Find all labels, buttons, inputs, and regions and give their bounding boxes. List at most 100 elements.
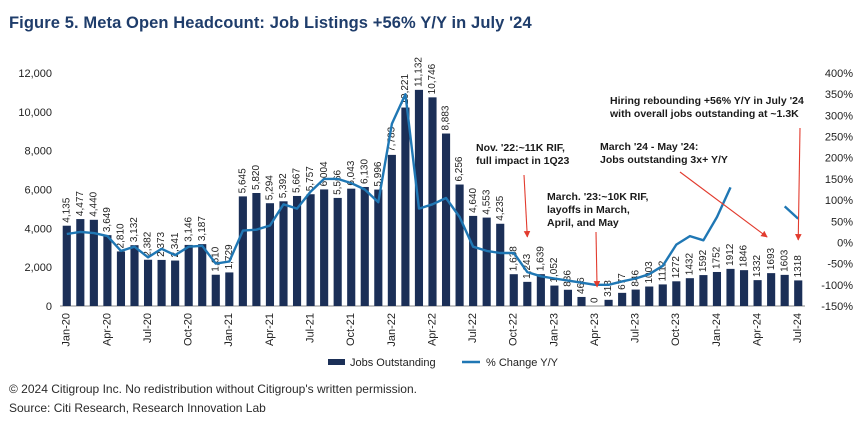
bar-data-label: 5,645 bbox=[238, 168, 249, 193]
bar bbox=[76, 219, 85, 306]
legend: Jobs Outstanding % Change Y/Y bbox=[328, 357, 559, 369]
bar-data-label: 4,135 bbox=[61, 197, 72, 222]
annotation-text: Nov. '22:~11K RIF, bbox=[476, 142, 565, 154]
x-tick: Apr-23 bbox=[589, 313, 601, 346]
x-tick: Jul-23 bbox=[630, 313, 642, 343]
copyright-note: © 2024 Citigroup Inc. No redistribution … bbox=[9, 382, 417, 396]
bar bbox=[211, 274, 220, 306]
bar bbox=[333, 197, 342, 306]
bar bbox=[157, 259, 166, 306]
bar bbox=[279, 201, 288, 306]
bar-data-label: 5,757 bbox=[305, 166, 316, 191]
bar-data-label: 1752 bbox=[712, 246, 723, 269]
bar bbox=[794, 280, 803, 306]
bar-data-label: 4,640 bbox=[468, 187, 479, 212]
bar bbox=[685, 278, 694, 306]
bar bbox=[252, 192, 261, 306]
bar bbox=[618, 292, 627, 306]
bar-data-label: 2,341 bbox=[170, 232, 181, 257]
x-tick: Apr-24 bbox=[751, 313, 763, 346]
y-right-tick: 250% bbox=[825, 132, 853, 144]
bar bbox=[360, 186, 369, 306]
x-tick: Apr-21 bbox=[264, 313, 276, 346]
bar-data-label: 1,610 bbox=[210, 246, 221, 271]
bar-data-label: 6,004 bbox=[319, 161, 330, 186]
bar bbox=[306, 194, 315, 306]
y-right-tick: 150% bbox=[825, 174, 853, 186]
x-tick: Apr-22 bbox=[426, 313, 438, 346]
legend-line-label: % Change Y/Y bbox=[486, 357, 559, 369]
bar bbox=[604, 299, 613, 306]
y-right-tick: 100% bbox=[825, 195, 853, 207]
bar bbox=[171, 260, 180, 306]
bar bbox=[509, 274, 518, 306]
bar bbox=[143, 259, 153, 306]
annotation-text: Jobs outstanding 3x+ Y/Y bbox=[600, 154, 728, 166]
bar-data-label: 4,440 bbox=[89, 191, 100, 216]
bar-data-label: 6,043 bbox=[346, 160, 357, 185]
annotation-text: March '24 - May '24: bbox=[600, 141, 698, 153]
bar-data-label: 7,783 bbox=[387, 126, 398, 151]
x-tick: Jul-21 bbox=[304, 313, 316, 343]
bar bbox=[455, 184, 464, 306]
bar-data-label: 836 bbox=[563, 270, 574, 287]
bar-data-label: 5,392 bbox=[278, 173, 289, 198]
bar-data-label: 1003 bbox=[644, 261, 655, 284]
bar-data-label: 3,146 bbox=[183, 216, 194, 241]
bar bbox=[672, 281, 681, 306]
y-right-tick: 350% bbox=[825, 89, 853, 101]
bar bbox=[631, 289, 640, 306]
bar-data-label: 1432 bbox=[685, 253, 696, 276]
bar bbox=[428, 97, 437, 306]
annotation-text: March. '23:~10K RIF, bbox=[547, 191, 648, 203]
bar-data-label: 6,256 bbox=[454, 156, 465, 181]
y-left-tick: 8,000 bbox=[24, 146, 52, 158]
bar bbox=[469, 215, 478, 306]
x-tick: Jul-24 bbox=[792, 313, 804, 343]
bar-data-label: 1592 bbox=[698, 249, 709, 272]
bar-data-label: 0 bbox=[590, 297, 601, 303]
source-note: Source: Citi Research, Research Innovati… bbox=[9, 401, 266, 415]
bar bbox=[536, 274, 545, 306]
x-tick: Jan-22 bbox=[386, 313, 398, 347]
bar bbox=[130, 245, 139, 306]
bar bbox=[198, 244, 207, 306]
y-left-tick: 4,000 bbox=[24, 223, 52, 235]
y-right-tick: -100% bbox=[821, 280, 853, 292]
bar-data-label: 5,996 bbox=[373, 161, 384, 186]
bar bbox=[374, 189, 383, 306]
x-tick: Oct-22 bbox=[508, 313, 520, 346]
bar-data-label: 1,729 bbox=[224, 244, 235, 269]
bar-data-label: 1,052 bbox=[549, 257, 560, 282]
bar-data-label: 5,667 bbox=[292, 168, 303, 193]
bar-data-label: 10,221 bbox=[400, 74, 411, 105]
bar bbox=[292, 195, 302, 306]
bar bbox=[225, 272, 234, 306]
bar bbox=[496, 223, 505, 306]
y-right-tick: 400% bbox=[825, 68, 853, 80]
bar-data-label: 318 bbox=[603, 280, 614, 297]
x-tick: Jul-22 bbox=[467, 313, 479, 343]
bar-data-label: 5,566 bbox=[332, 169, 343, 194]
bar bbox=[62, 225, 71, 306]
bar-data-label: 10,746 bbox=[427, 63, 438, 94]
chart-title: Figure 5. Meta Open Headcount: Job Listi… bbox=[9, 14, 532, 32]
bar bbox=[753, 280, 762, 306]
bar-data-label: 8,883 bbox=[441, 105, 452, 130]
bar-data-label: 4,553 bbox=[481, 189, 492, 214]
x-tick: Jan-20 bbox=[61, 313, 73, 347]
bar-data-label: 2,810 bbox=[116, 223, 127, 248]
bar bbox=[563, 289, 573, 306]
line-layer bbox=[66, 92, 800, 286]
bar-data-label: 1272 bbox=[671, 256, 682, 279]
y-left-tick: 10,000 bbox=[18, 107, 52, 119]
annotation-text: Hiring rebounding +56% Y/Y in July '24 bbox=[610, 95, 804, 107]
x-tick: Jul-20 bbox=[142, 313, 154, 343]
bar-data-label: 2,373 bbox=[156, 231, 167, 256]
bar bbox=[265, 203, 275, 306]
bar bbox=[414, 89, 424, 306]
annotation-arrow bbox=[593, 231, 601, 288]
bar-data-label: 1332 bbox=[752, 254, 763, 277]
bar-data-label: 4,477 bbox=[75, 191, 86, 216]
